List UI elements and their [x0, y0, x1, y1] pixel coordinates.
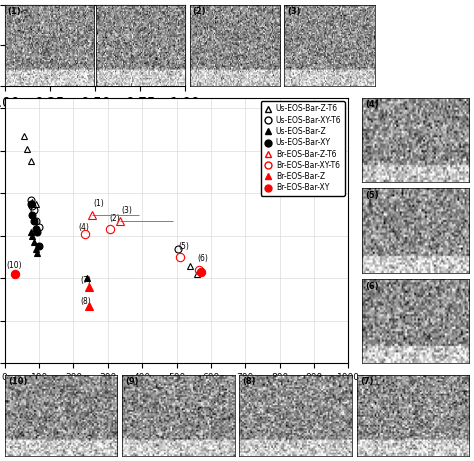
Text: (2): (2): [192, 7, 206, 16]
Text: (4): (4): [365, 100, 379, 109]
Text: (7): (7): [80, 276, 91, 285]
Text: (3): (3): [287, 7, 301, 16]
Text: (1): (1): [93, 199, 104, 208]
Text: (5): (5): [179, 242, 190, 251]
Text: (6): (6): [197, 254, 208, 264]
Text: (7): (7): [360, 378, 374, 386]
Text: (10): (10): [8, 378, 27, 386]
Text: (8): (8): [243, 378, 256, 386]
Legend: Us-EOS-Bar-Z-T6, Us-EOS-Bar-XY-T6, Us-EOS-Bar-Z, Us-EOS-Bar-XY, Br-EOS-Bar-Z-T6,: Us-EOS-Bar-Z-T6, Us-EOS-Bar-XY-T6, Us-EO…: [261, 101, 345, 195]
Text: (8): (8): [80, 297, 91, 306]
Text: (2): (2): [109, 214, 120, 223]
Text: (5): (5): [365, 191, 379, 200]
Text: (6): (6): [365, 282, 379, 291]
Text: (10): (10): [7, 261, 22, 270]
Text: (9): (9): [126, 378, 139, 386]
Text: (1): (1): [8, 7, 21, 16]
X-axis label: $\sqrt{aire}$, $\mu$m: $\sqrt{aire}$, $\mu$m: [150, 388, 203, 406]
Text: (3): (3): [121, 206, 132, 214]
Text: (4): (4): [78, 223, 89, 231]
